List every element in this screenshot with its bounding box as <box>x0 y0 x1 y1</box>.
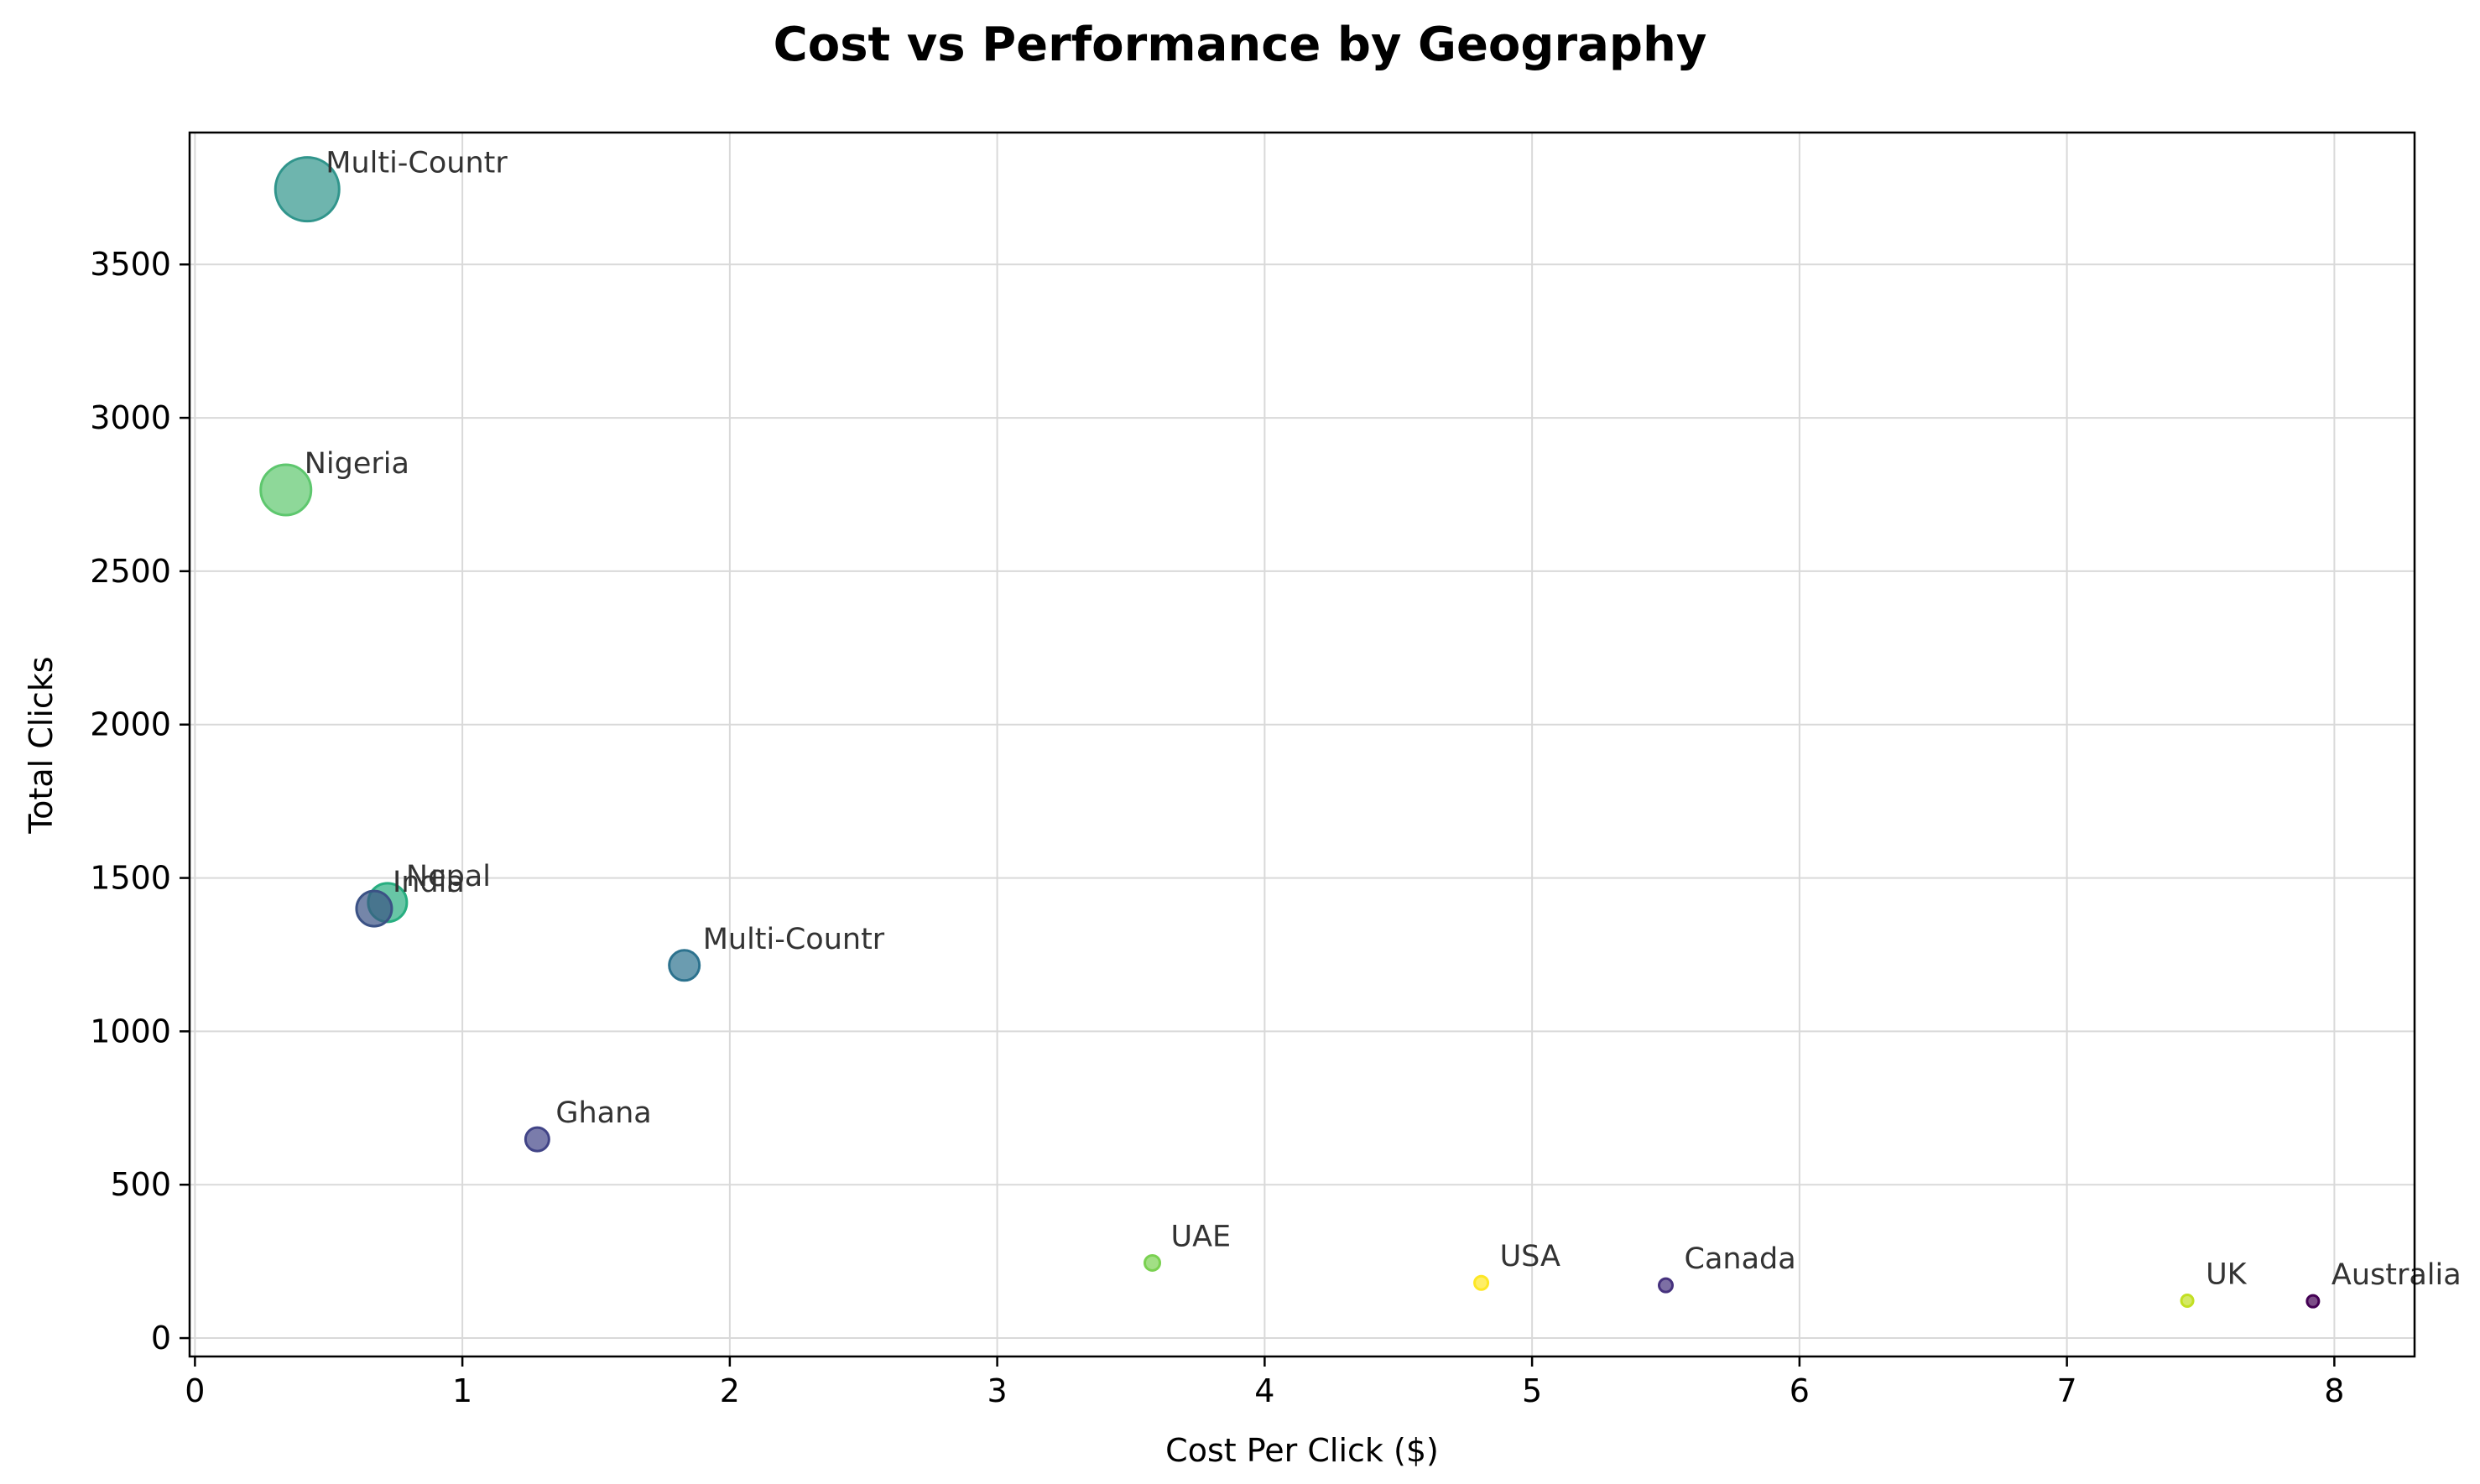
y-axis-label: Total Clicks <box>23 656 60 834</box>
x-tick-label: 0 <box>185 1372 205 1409</box>
data-point <box>524 1126 550 1153</box>
plot-frame <box>188 131 2416 1358</box>
data-label: Multi-Countr <box>703 923 885 956</box>
data-point <box>1658 1277 1674 1294</box>
x-tick-label: 7 <box>2057 1372 2077 1409</box>
x-axis-label: Cost Per Click ($) <box>1165 1432 1439 1469</box>
data-label: USA <box>1500 1240 1560 1273</box>
data-point <box>1473 1274 1490 1291</box>
y-tick-label: 1000 <box>90 1013 171 1049</box>
y-tick-label: 0 <box>151 1320 171 1356</box>
data-label: UK <box>2206 1257 2248 1291</box>
data-label: Australia <box>2332 1258 2462 1292</box>
grid <box>190 133 2415 1356</box>
data-label: Multi-Countr <box>326 147 508 180</box>
data-point <box>274 156 341 223</box>
data-point <box>1144 1253 1161 1272</box>
data-label: Ghana <box>555 1096 651 1130</box>
y-tick-label: 1500 <box>90 860 171 897</box>
x-tick-label: 3 <box>987 1372 1008 1409</box>
data-label: Canada <box>1685 1242 1796 1276</box>
chart-title: Cost vs Performance by Geography <box>774 18 1707 72</box>
data-point <box>2180 1293 2195 1308</box>
data-label: Nepal <box>406 860 491 893</box>
y-tick-label: 500 <box>110 1166 171 1203</box>
data-point <box>355 889 393 928</box>
axis-ticks: 0 1 2 3 4 5 6 7 8 0 500 1000 1500 2000 2500 3000 3500 <box>90 246 2344 1409</box>
data-point <box>2305 1294 2321 1309</box>
y-tick-label: 2500 <box>90 553 171 590</box>
x-tick-label: 6 <box>1790 1372 1810 1409</box>
y-tick-label: 3500 <box>90 246 171 283</box>
data-label: India <box>393 866 465 899</box>
x-tick-label: 5 <box>1522 1372 1542 1409</box>
x-tick-label: 2 <box>720 1372 740 1409</box>
data-label: UAE <box>1171 1220 1232 1253</box>
y-tick-label: 2000 <box>90 706 171 743</box>
x-tick-label: 8 <box>2324 1372 2344 1409</box>
data-point <box>668 949 701 982</box>
data-point <box>259 463 313 517</box>
y-tick-label: 3000 <box>90 399 171 436</box>
x-tick-label: 4 <box>1254 1372 1274 1409</box>
data-label: Nigeria <box>305 447 409 481</box>
x-tick-label: 1 <box>452 1372 472 1409</box>
data-points <box>259 156 2321 1309</box>
